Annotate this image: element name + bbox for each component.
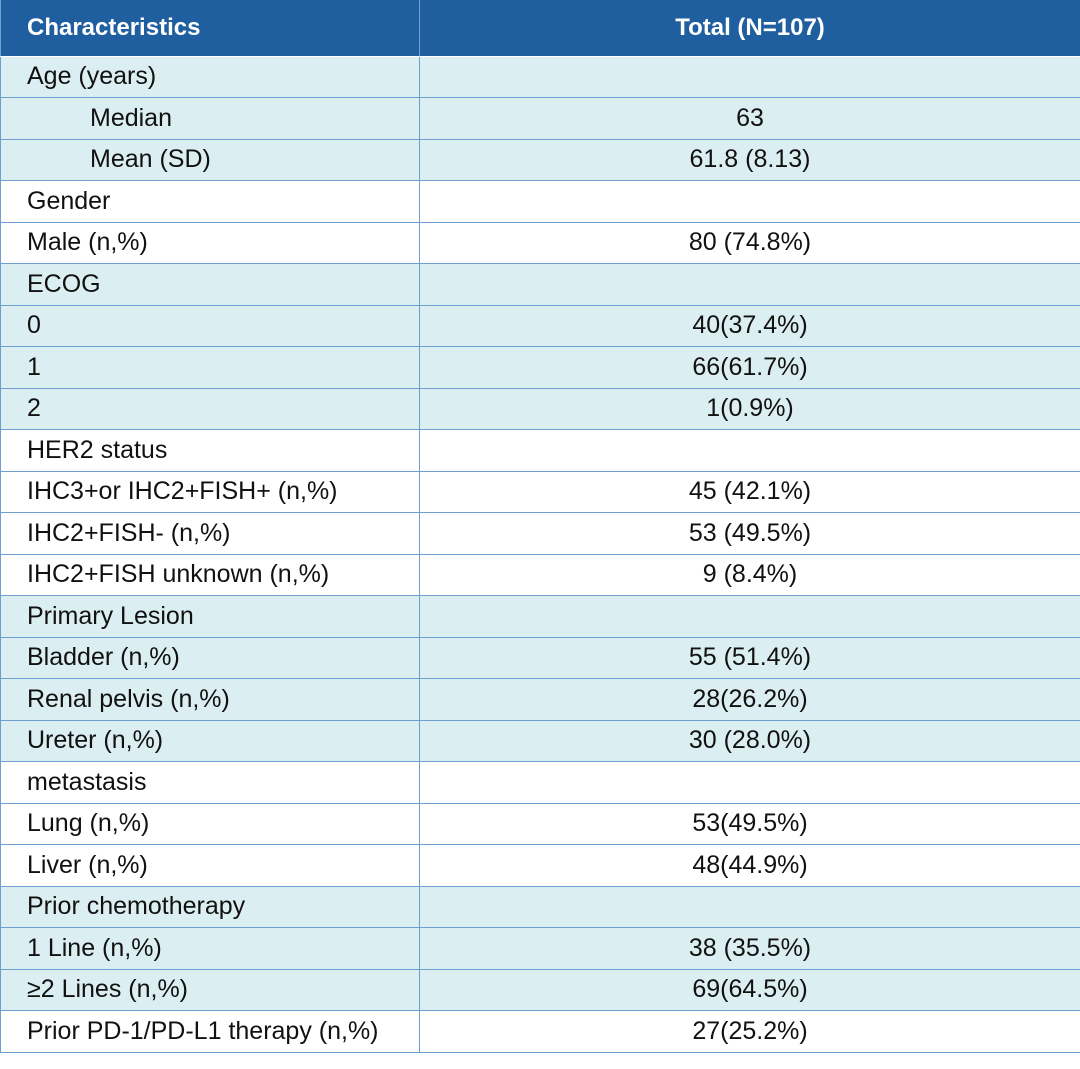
row-label: 1 <box>0 346 420 389</box>
row-value: 69(64.5%) <box>419 969 1080 1011</box>
header-total: Total (N=107) <box>419 0 1080 57</box>
row-value: 38 (35.5%) <box>419 927 1080 970</box>
row-value <box>419 56 1080 98</box>
row-value: 61.8 (8.13) <box>419 139 1080 181</box>
row-label: Age (years) <box>0 56 420 98</box>
row-label: ≥2 Lines (n,%) <box>0 969 420 1011</box>
row-value <box>419 595 1080 638</box>
row-label: 2 <box>0 388 420 430</box>
row-label: Gender <box>0 180 420 223</box>
table-row: Prior chemotherapy <box>0 886 1080 928</box>
row-label: Male (n,%) <box>0 222 420 264</box>
table-header-row: Characteristics Total (N=107) <box>0 0 1080 57</box>
table-row: ≥2 Lines (n,%) 69(64.5%) <box>0 969 1080 1011</box>
row-value: 55 (51.4%) <box>419 637 1080 679</box>
row-value: 9 (8.4%) <box>419 554 1080 596</box>
table-row: Primary Lesion <box>0 595 1080 638</box>
table-row: HER2 status <box>0 429 1080 472</box>
row-value: 1(0.9%) <box>419 388 1080 430</box>
row-label: Bladder (n,%) <box>0 637 420 679</box>
table-row: Lung (n,%) 53(49.5%) <box>0 803 1080 845</box>
row-label: 1 Line (n,%) <box>0 927 420 970</box>
table-row: IHC2+FISH unknown (n,%) 9 (8.4%) <box>0 554 1080 596</box>
row-value <box>419 429 1080 472</box>
row-label: HER2 status <box>0 429 420 472</box>
table-row: Gender <box>0 180 1080 223</box>
row-value: 28(26.2%) <box>419 678 1080 721</box>
row-label: Median <box>0 97 420 140</box>
table-row: metastasis <box>0 761 1080 804</box>
row-label: Renal pelvis (n,%) <box>0 678 420 721</box>
row-value: 30 (28.0%) <box>419 720 1080 762</box>
table-row: IHC2+FISH- (n,%) 53 (49.5%) <box>0 512 1080 555</box>
row-value <box>419 886 1080 928</box>
row-label: ECOG <box>0 263 420 306</box>
table-row: Liver (n,%) 48(44.9%) <box>0 844 1080 887</box>
row-label: Primary Lesion <box>0 595 420 638</box>
row-label: metastasis <box>0 761 420 804</box>
row-value: 80 (74.8%) <box>419 222 1080 264</box>
table-row: Median 63 <box>0 97 1080 140</box>
row-value: 66(61.7%) <box>419 346 1080 389</box>
row-value: 45 (42.1%) <box>419 471 1080 513</box>
table-row: Mean (SD) 61.8 (8.13) <box>0 139 1080 181</box>
row-value <box>419 263 1080 306</box>
row-label: 0 <box>0 305 420 347</box>
row-label: Prior chemotherapy <box>0 886 420 928</box>
table-row: Age (years) <box>0 56 1080 98</box>
table-row: 1 Line (n,%) 38 (35.5%) <box>0 927 1080 970</box>
row-value: 63 <box>419 97 1080 140</box>
table-row: IHC3+or IHC2+FISH+ (n,%) 45 (42.1%) <box>0 471 1080 513</box>
row-value: 27(25.2%) <box>419 1010 1080 1053</box>
row-label: Ureter (n,%) <box>0 720 420 762</box>
row-label: IHC2+FISH- (n,%) <box>0 512 420 555</box>
table-row: Prior PD-1/PD-L1 therapy (n,%) 27(25.2%) <box>0 1010 1080 1053</box>
table-row: 0 40(37.4%) <box>0 305 1080 347</box>
row-label: Liver (n,%) <box>0 844 420 887</box>
row-label: IHC3+or IHC2+FISH+ (n,%) <box>0 471 420 513</box>
row-value: 48(44.9%) <box>419 844 1080 887</box>
header-characteristics: Characteristics <box>0 0 420 57</box>
table-row: 1 66(61.7%) <box>0 346 1080 389</box>
row-value: 53(49.5%) <box>419 803 1080 845</box>
row-label: Mean (SD) <box>0 139 420 181</box>
row-value: 40(37.4%) <box>419 305 1080 347</box>
table-row: 2 1(0.9%) <box>0 388 1080 430</box>
row-value <box>419 761 1080 804</box>
table-row: Male (n,%) 80 (74.8%) <box>0 222 1080 264</box>
table-row: ECOG <box>0 263 1080 306</box>
row-value <box>419 180 1080 223</box>
row-label: IHC2+FISH unknown (n,%) <box>0 554 420 596</box>
table-row: Ureter (n,%) 30 (28.0%) <box>0 720 1080 762</box>
row-label: Prior PD-1/PD-L1 therapy (n,%) <box>0 1010 420 1053</box>
row-value: 53 (49.5%) <box>419 512 1080 555</box>
table-body: Age (years) Median 63 Mean (SD) 61.8 (8.13) G… <box>0 56 1080 1053</box>
table-row: Renal pelvis (n,%) 28(26.2%) <box>0 678 1080 721</box>
row-label: Lung (n,%) <box>0 803 420 845</box>
table-row: Bladder (n,%) 55 (51.4%) <box>0 637 1080 679</box>
